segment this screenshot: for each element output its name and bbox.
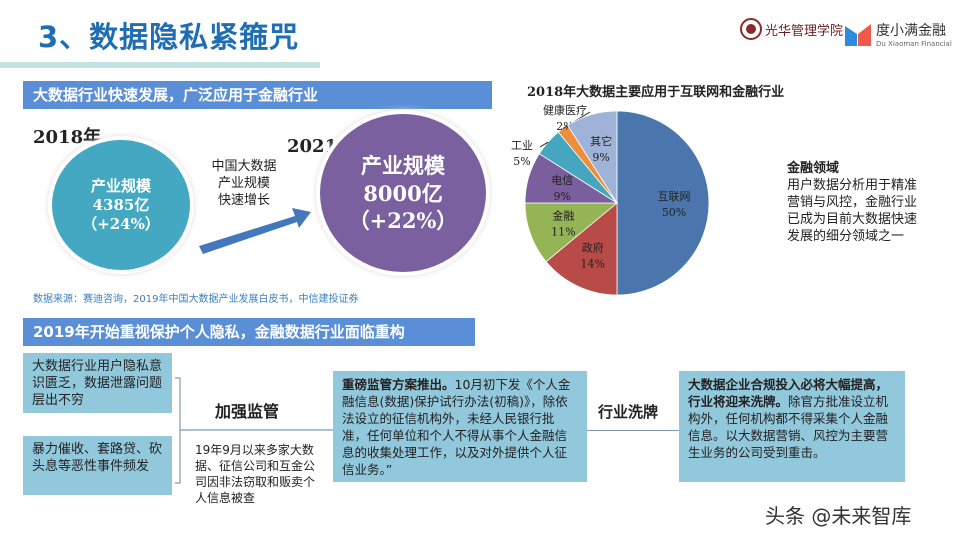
page-title: 3、数据隐私紧箍咒 <box>38 20 300 54</box>
growth-text-line: 产业规模 <box>217 176 270 191</box>
duxiaoman-name: 度小满金融 <box>876 23 946 39</box>
annotation-line: 用户数据分析用于精准 <box>787 178 918 193</box>
leader-line <box>539 141 549 148</box>
slice-value-label: 5% <box>513 155 530 168</box>
data-source: 数据来源：赛迪咨询，2019年中国大数据产业发展白皮书，中信建投证券 <box>33 294 359 305</box>
section2-header: 2019年开始重视保护个人隐私，金融数据行业面临重构 <box>23 318 475 346</box>
finance-annotation: 金融领域 用户数据分析用于精准 营销与风控，金融行业 已成为目前大数据快速 发展… <box>787 160 917 245</box>
pku-logo-text: 光华管理学院 <box>765 23 844 39</box>
slice-value-label: 2% <box>556 120 573 133</box>
circle-2021-label: 产业规模 <box>361 153 445 178</box>
problem-box: 暴力催收、套路贷、砍头息等恶性事件频发 <box>23 436 172 495</box>
growth-text-line: 快速增长 <box>217 193 270 208</box>
pie-slice-1 <box>545 202 618 296</box>
reshuffle-box: 大数据企业合规投入必将大幅提高，行业将迎来洗牌。除官方批准设立机构外，任何机构都… <box>679 371 905 482</box>
slice-category-label: 其它 <box>590 134 612 148</box>
circle-2018-growth: （+24%） <box>82 214 160 233</box>
slice-category-label: 互联网 <box>658 190 691 203</box>
duxiaoman-en: Du Xiaoman Financial <box>876 40 952 48</box>
duxiaoman-mark-icon <box>845 24 871 46</box>
circle-2018-value: 4385亿 <box>92 195 150 214</box>
reshuffle-box-bold: 大数据企业合规投入必将大幅提高，行业将迎来洗牌。 <box>688 377 889 409</box>
regulation-box-bold: 重磅监管方案推出。 <box>342 377 455 392</box>
regulation-box: 重磅监管方案推出。10月初下发《个人金融信息(数据)保护试行办法(初稿)》，除依… <box>333 371 587 482</box>
annotation-line: 发展的细分领域之一 <box>787 229 905 244</box>
pie-slice-0 <box>616 110 710 296</box>
annotation-line: 已成为目前大数据快速 <box>787 212 918 227</box>
step-strengthen-regulation: 加强监管 <box>215 402 280 421</box>
circle-2021: 产业规模 8000亿 （+22%） <box>320 114 486 272</box>
connector-line <box>587 430 680 431</box>
slice-category-label: 金融 <box>552 208 574 222</box>
section1-header: 大数据行业快速发展，广泛应用于金融行业 <box>23 81 492 109</box>
slice-value-label: 50% <box>662 206 686 219</box>
year-2018: 2018年 <box>33 127 102 148</box>
slice-category-label: 电信 <box>551 174 573 187</box>
title-underline <box>0 62 320 68</box>
slice-value-label: 9% <box>553 190 570 203</box>
annotation-title: 金融领域 <box>787 161 840 176</box>
regulation-note: 19年9月以来多家大数据、征信公司和互金公司因非法窃取和贩卖个人信息被查 <box>195 443 316 505</box>
duxiaoman-logo: 度小满金融 Du Xiaoman Financial <box>845 20 952 48</box>
circle-2018-label: 产业规模 <box>90 176 151 195</box>
slice-category-label: 政府 <box>582 241 604 255</box>
pie-slice-6 <box>567 110 618 205</box>
problem-box: 大数据行业用户隐私意识匮乏，数据泄露问题层出不穷 <box>23 353 172 413</box>
watermark: 头条 @未来智库 <box>765 504 912 528</box>
seal-icon <box>740 18 762 40</box>
pie-chart: 互联网 50% 政府 14% 金融 11% 电信 9% 工业 5% 健康医疗 2% 其它 9% <box>511 103 710 296</box>
slice-category-label: 工业 <box>511 139 533 152</box>
pku-logo: 光华管理学院 <box>740 18 843 40</box>
connector-lines <box>175 377 335 484</box>
growth-arrow-icon <box>199 208 311 254</box>
growth-text-line: 中国大数据 <box>211 159 277 174</box>
regulation-box-text: 10月初下发《个人金融信息(数据)保护试行办法(初稿)》，除依法设立的征信机构外… <box>342 377 571 477</box>
growth-text: 中国大数据 产业规模 快速增长 <box>200 158 288 209</box>
annotation-line: 营销与风控，金融行业 <box>787 195 918 210</box>
slice-value-label: 9% <box>592 151 609 164</box>
step-industry-reshuffle: 行业洗牌 <box>598 403 659 421</box>
circle-2021-value: 8000亿 <box>363 180 443 206</box>
slice-category-label: 健康医疗 <box>543 103 587 117</box>
circle-2018: 产业规模 4385亿 （+24%） <box>52 140 190 270</box>
reshuffle-box-text: 除官方批准设立机构外，任何机构都不得采集个人金融信息。以大数据营销、风控为主要营… <box>688 394 889 460</box>
chart-title: 2018年大数据主要应用于互联网和金融行业 <box>527 85 785 100</box>
slice-value-label: 14% <box>580 258 604 271</box>
circle-2021-growth: （+22%） <box>348 207 458 233</box>
slice-value-label: 11% <box>551 225 575 238</box>
